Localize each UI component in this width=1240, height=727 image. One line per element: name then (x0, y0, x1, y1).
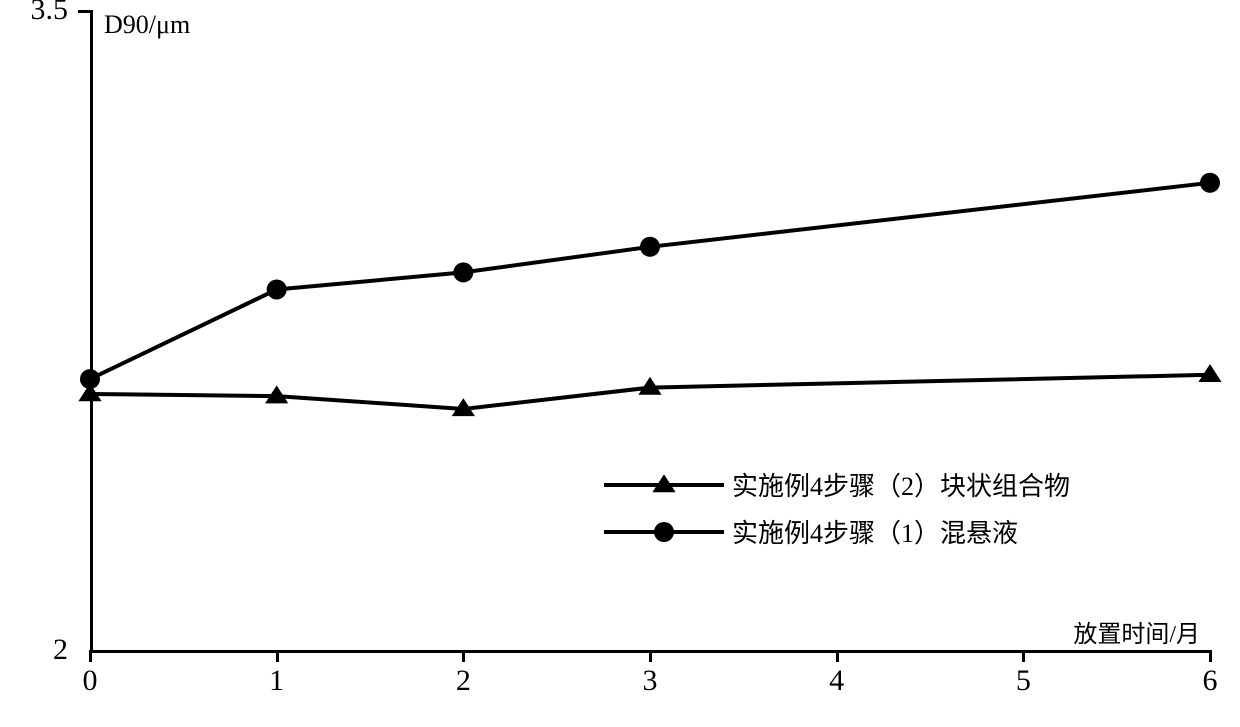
y-tick-min: 2 (53, 633, 68, 667)
legend-item: 实施例4步骤（1）混悬液 (604, 513, 1070, 550)
series-marker (267, 279, 287, 299)
d90-line-chart: 3.5 2 D90/μm 放置时间/月 实施例4步骤（2）块状组合物实施例4步骤… (0, 0, 1240, 727)
series-marker (1200, 173, 1220, 193)
x-tick-mark (836, 650, 839, 662)
series-line-1 (90, 183, 1210, 379)
x-tick-label: 0 (83, 664, 98, 698)
x-tick-mark (276, 650, 279, 662)
x-tick-mark (1209, 650, 1212, 662)
legend-label: 实施例4步骤（2）块状组合物 (732, 466, 1070, 503)
legend-item: 实施例4步骤（2）块状组合物 (604, 466, 1070, 503)
series-marker (453, 262, 473, 282)
series-marker (640, 237, 660, 257)
x-tick-mark (89, 650, 92, 662)
x-tick-label: 6 (1203, 664, 1218, 698)
plot-area: 3.5 2 D90/μm 放置时间/月 实施例4步骤（2）块状组合物实施例4步骤… (90, 10, 1210, 650)
legend: 实施例4步骤（2）块状组合物实施例4步骤（1）混悬液 (604, 466, 1070, 560)
series-marker (80, 369, 100, 389)
x-tick-label: 4 (829, 664, 844, 698)
x-tick-label: 2 (456, 664, 471, 698)
legend-label: 实施例4步骤（1）混悬液 (732, 513, 1018, 550)
x-tick-mark (462, 650, 465, 662)
x-tick-label: 1 (269, 664, 284, 698)
legend-swatch (604, 471, 724, 499)
legend-swatch (604, 518, 724, 546)
x-tick-label: 3 (643, 664, 658, 698)
x-tick-label: 5 (1016, 664, 1031, 698)
x-tick-mark (1022, 650, 1025, 662)
y-tick-max: 3.5 (31, 0, 69, 27)
x-tick-mark (649, 650, 652, 662)
